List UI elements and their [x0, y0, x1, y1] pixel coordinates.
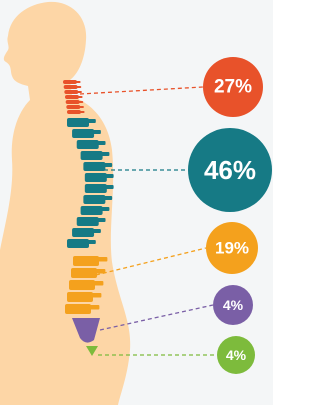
vertebra	[63, 80, 77, 84]
spine-infographic: 27% 46% 19% 4% 4%	[0, 0, 273, 405]
vertebra	[77, 140, 99, 149]
vertebra	[83, 195, 105, 204]
percent-label: 46%	[204, 155, 256, 185]
vertebra-process	[75, 81, 81, 83]
vertebra-process	[87, 240, 96, 244]
vertebra-process	[79, 111, 85, 113]
vertebra-process	[77, 96, 83, 98]
vertebra	[72, 228, 94, 237]
vertebra-process	[101, 152, 110, 156]
vertebra-process	[101, 207, 110, 211]
vertebra	[67, 118, 89, 127]
vertebra	[66, 105, 80, 109]
percent-label: 4%	[226, 347, 247, 363]
vertebra-process	[78, 101, 84, 103]
vertebra	[81, 206, 103, 215]
vertebra	[67, 292, 93, 302]
vertebra	[71, 268, 97, 278]
vertebra-process	[87, 119, 96, 123]
vertebra	[73, 256, 99, 266]
vertebra	[77, 217, 99, 226]
vertebra-process	[103, 196, 112, 200]
percent-label: 27%	[214, 77, 252, 98]
percent-label: 19%	[215, 239, 249, 258]
vertebra-process	[97, 141, 106, 145]
vertebra	[81, 151, 103, 160]
vertebra-process	[103, 163, 112, 167]
vertebra-process	[89, 305, 99, 310]
vertebra	[69, 280, 95, 290]
vertebra-process	[92, 130, 101, 134]
vertebra	[67, 110, 81, 114]
vertebra-process	[97, 218, 106, 222]
vertebra-process	[76, 86, 82, 88]
vertebra-process	[93, 281, 103, 286]
vertebra	[64, 85, 78, 89]
vertebra	[67, 239, 89, 248]
vertebra-process	[76, 91, 82, 93]
vertebra	[66, 100, 80, 104]
vertebra-process	[92, 229, 101, 233]
vertebra-process	[105, 174, 114, 178]
vertebra	[85, 173, 107, 182]
vertebra	[64, 90, 78, 94]
vertebra	[83, 162, 105, 171]
vertebra	[85, 184, 107, 193]
vertebra-process	[97, 257, 107, 262]
percent-label: 4%	[223, 297, 244, 313]
vertebra	[65, 95, 79, 99]
vertebra-process	[91, 293, 101, 298]
vertebra-process	[78, 106, 84, 108]
vertebra	[72, 129, 94, 138]
vertebra-process	[105, 185, 114, 189]
vertebra	[65, 304, 91, 314]
